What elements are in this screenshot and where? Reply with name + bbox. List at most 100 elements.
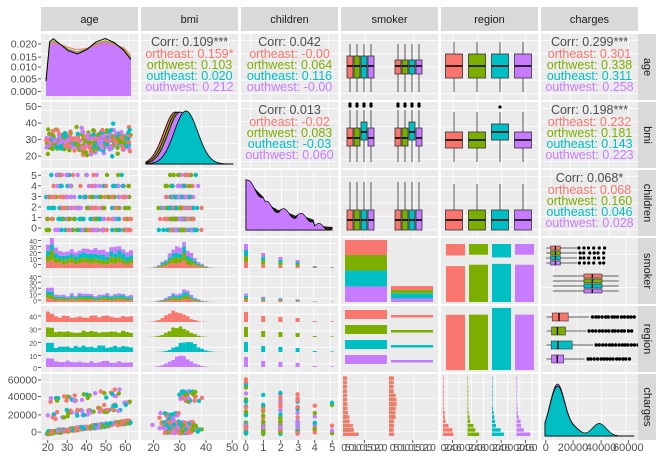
histogram-bar (121, 253, 126, 260)
age-children-point (86, 183, 92, 189)
age-charges-point (64, 398, 69, 403)
age-children-point (98, 194, 104, 200)
bmi-charges-point (158, 410, 163, 416)
age-children-point (113, 205, 118, 211)
smoker-bmi-box-outlier (355, 102, 359, 106)
charges-density-southeast (544, 385, 634, 437)
age-region-bar (89, 330, 94, 337)
children-charges-point (295, 392, 300, 397)
corr-group-northwest: orthwest: 0.160 (547, 194, 633, 208)
bmi-children-point (192, 227, 198, 233)
age-children-point (126, 205, 131, 211)
histogram-bar (109, 256, 114, 264)
region-charges-outlier (617, 343, 621, 347)
histogram-bar (105, 293, 110, 296)
histogram-bar (193, 257, 197, 261)
smoker-bmi-box-outlier (396, 102, 400, 106)
age-region-bar (53, 316, 58, 322)
histogram-bar (46, 255, 50, 262)
smoker-charges-bar (389, 380, 394, 385)
y-tick-smoker: 40 (29, 239, 37, 246)
histogram-bar (193, 301, 197, 302)
region-charges-outlier (620, 343, 625, 347)
children-smoker-bar (244, 244, 248, 250)
smoker-charges-bar (343, 389, 348, 393)
smoker-charges-bar (343, 376, 348, 380)
corr-group-northeast: ortheast: 0.301 (548, 47, 631, 61)
histogram-bar (109, 295, 114, 297)
histogram-bar (109, 296, 114, 299)
age-children-point (104, 227, 110, 233)
smoker-charges-bar (389, 402, 397, 406)
panel-content-smoker-children (241, 238, 338, 304)
charges-smoker-outlier (602, 251, 606, 255)
histogram-bar (61, 298, 66, 301)
y-tick-region: 10 (29, 354, 37, 361)
histogram-bar (178, 298, 183, 301)
bmi-region-bar (164, 315, 168, 322)
bmi-region-bar (156, 335, 161, 337)
histogram-bar (93, 248, 98, 254)
histogram-bar (46, 291, 50, 295)
region-charges-bar (443, 432, 454, 436)
histogram-bar (193, 265, 197, 268)
age-children-point (59, 205, 65, 211)
histogram-bar (178, 293, 183, 296)
bmi-region-bar (171, 359, 175, 367)
histogram-bar (93, 262, 98, 268)
children-charges-point (295, 430, 300, 436)
children-charges-point (278, 418, 283, 424)
y-tick-region: 20 (29, 341, 37, 348)
corr-group-northeast: ortheast: -0.00 (249, 47, 330, 61)
children-region-bar (261, 331, 266, 337)
histogram-bar (89, 294, 94, 296)
charges-smoker-outlier (582, 261, 586, 265)
histogram-bar (171, 253, 175, 258)
age-bmi-point (55, 127, 60, 133)
histogram-bar (97, 263, 102, 268)
histogram-bar (117, 295, 122, 298)
charges-smoker-box (583, 278, 603, 284)
children-charges-point (261, 407, 266, 412)
age-bmi-point (86, 140, 92, 145)
y-tick-children: 2 (31, 201, 37, 213)
bmi-children-point (186, 172, 191, 178)
histogram-bar (193, 260, 197, 264)
histogram-bar (171, 297, 175, 300)
region-charges-bar (443, 376, 444, 380)
age-children-point (77, 194, 83, 200)
histogram-bar (77, 293, 82, 296)
bmi-charges-point (183, 392, 189, 398)
histogram-bar (164, 298, 168, 300)
histogram-bar (164, 263, 168, 266)
age-bmi-point (71, 136, 76, 141)
histogram-bar (65, 263, 70, 268)
panel-children-bmi (141, 170, 238, 236)
histogram-bar (182, 289, 186, 293)
region-charges-bar (467, 398, 469, 402)
y-tick-smoker: 20 (29, 287, 37, 294)
histogram-bar (125, 252, 130, 257)
histogram-bar (81, 262, 86, 268)
age-charges-point (99, 407, 104, 413)
age-bmi-point (65, 137, 71, 143)
panel-content-age-region (441, 34, 538, 100)
children-region-bar (278, 332, 283, 337)
bmi-children-point (172, 194, 178, 200)
histogram-bar (89, 297, 94, 300)
age-bmi-point (46, 143, 51, 148)
age-charges-point (65, 411, 71, 416)
strip-right-children (638, 170, 656, 236)
children-charges-point (278, 395, 283, 400)
region-charges-outlier (629, 329, 634, 333)
histogram-bar (156, 265, 161, 266)
region-charges-outlier (607, 343, 612, 347)
age-charges-point (88, 425, 94, 430)
age-charges-point (55, 428, 61, 434)
histogram-bar (61, 255, 66, 261)
bmi-region-bar (160, 318, 165, 322)
smoker-charges-bar (389, 393, 396, 398)
children-density-southwest (245, 179, 333, 231)
